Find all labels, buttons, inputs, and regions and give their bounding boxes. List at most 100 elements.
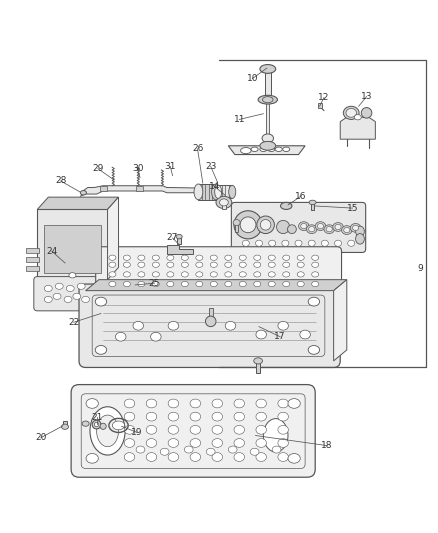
Ellipse shape: [268, 281, 275, 287]
Ellipse shape: [239, 272, 246, 277]
Text: 29: 29: [92, 164, 103, 173]
Ellipse shape: [152, 272, 159, 277]
Ellipse shape: [347, 240, 354, 246]
Polygon shape: [166, 245, 193, 254]
Ellipse shape: [150, 333, 161, 341]
Ellipse shape: [166, 255, 173, 260]
Ellipse shape: [277, 321, 288, 330]
Ellipse shape: [253, 262, 260, 268]
Ellipse shape: [168, 439, 178, 447]
FancyBboxPatch shape: [71, 385, 314, 477]
Polygon shape: [339, 117, 374, 139]
Ellipse shape: [61, 424, 68, 430]
Ellipse shape: [80, 191, 86, 195]
Ellipse shape: [123, 262, 130, 268]
Text: 18: 18: [321, 441, 332, 450]
Ellipse shape: [194, 184, 202, 200]
Bar: [44, 225, 101, 273]
Text: 20: 20: [35, 433, 46, 442]
Ellipse shape: [190, 453, 200, 462]
Ellipse shape: [124, 412, 134, 421]
Ellipse shape: [239, 281, 246, 287]
Text: 16: 16: [294, 192, 306, 201]
Ellipse shape: [321, 240, 328, 246]
Ellipse shape: [299, 330, 310, 339]
Ellipse shape: [228, 185, 235, 198]
Ellipse shape: [259, 64, 275, 74]
Ellipse shape: [268, 272, 275, 277]
Ellipse shape: [306, 225, 316, 233]
Ellipse shape: [317, 223, 323, 229]
Ellipse shape: [233, 211, 261, 239]
Ellipse shape: [277, 439, 288, 447]
Ellipse shape: [176, 235, 182, 239]
Ellipse shape: [214, 185, 221, 198]
Ellipse shape: [282, 255, 289, 260]
Ellipse shape: [255, 330, 266, 339]
Ellipse shape: [268, 240, 275, 246]
Ellipse shape: [233, 453, 244, 462]
Bar: [26, 265, 39, 271]
Ellipse shape: [146, 425, 156, 434]
Ellipse shape: [308, 227, 314, 232]
Ellipse shape: [95, 345, 106, 354]
Ellipse shape: [86, 399, 98, 408]
Ellipse shape: [195, 272, 202, 277]
Ellipse shape: [212, 439, 222, 447]
Ellipse shape: [215, 196, 231, 208]
Ellipse shape: [255, 425, 266, 434]
Ellipse shape: [253, 255, 260, 260]
Ellipse shape: [100, 423, 106, 430]
Ellipse shape: [81, 296, 89, 303]
Ellipse shape: [212, 399, 222, 408]
Ellipse shape: [233, 425, 244, 434]
Ellipse shape: [282, 147, 289, 151]
Ellipse shape: [181, 281, 188, 287]
Ellipse shape: [233, 220, 240, 225]
Ellipse shape: [195, 281, 202, 287]
Ellipse shape: [233, 412, 244, 421]
Ellipse shape: [332, 223, 343, 231]
Bar: [264, 70, 270, 100]
Ellipse shape: [210, 272, 217, 277]
Ellipse shape: [224, 281, 231, 287]
Ellipse shape: [355, 226, 364, 237]
Ellipse shape: [136, 446, 145, 453]
Bar: [136, 185, 142, 191]
Ellipse shape: [300, 223, 306, 229]
Ellipse shape: [307, 345, 319, 354]
Bar: [255, 361, 260, 373]
Ellipse shape: [168, 412, 178, 421]
Ellipse shape: [109, 281, 116, 287]
Ellipse shape: [311, 262, 318, 268]
Polygon shape: [228, 146, 304, 155]
Ellipse shape: [228, 446, 237, 453]
Ellipse shape: [77, 283, 85, 289]
Ellipse shape: [152, 281, 159, 287]
Text: 25: 25: [148, 279, 160, 288]
FancyBboxPatch shape: [34, 277, 98, 311]
Text: 11: 11: [233, 115, 244, 124]
Ellipse shape: [138, 262, 145, 268]
Ellipse shape: [233, 439, 244, 447]
Ellipse shape: [190, 399, 200, 408]
Ellipse shape: [124, 439, 134, 447]
Ellipse shape: [44, 296, 52, 303]
Text: 22: 22: [68, 318, 79, 327]
Ellipse shape: [146, 399, 156, 408]
Ellipse shape: [95, 297, 106, 306]
Ellipse shape: [277, 453, 288, 462]
Bar: [63, 421, 67, 427]
Bar: [26, 257, 39, 262]
Ellipse shape: [287, 454, 300, 463]
Bar: [26, 248, 39, 253]
Ellipse shape: [195, 262, 202, 268]
Ellipse shape: [282, 272, 289, 277]
Ellipse shape: [352, 225, 358, 230]
Ellipse shape: [311, 272, 318, 277]
Ellipse shape: [297, 255, 304, 260]
Text: 13: 13: [360, 92, 371, 101]
Ellipse shape: [210, 255, 217, 260]
Ellipse shape: [268, 255, 275, 260]
Ellipse shape: [256, 216, 274, 233]
